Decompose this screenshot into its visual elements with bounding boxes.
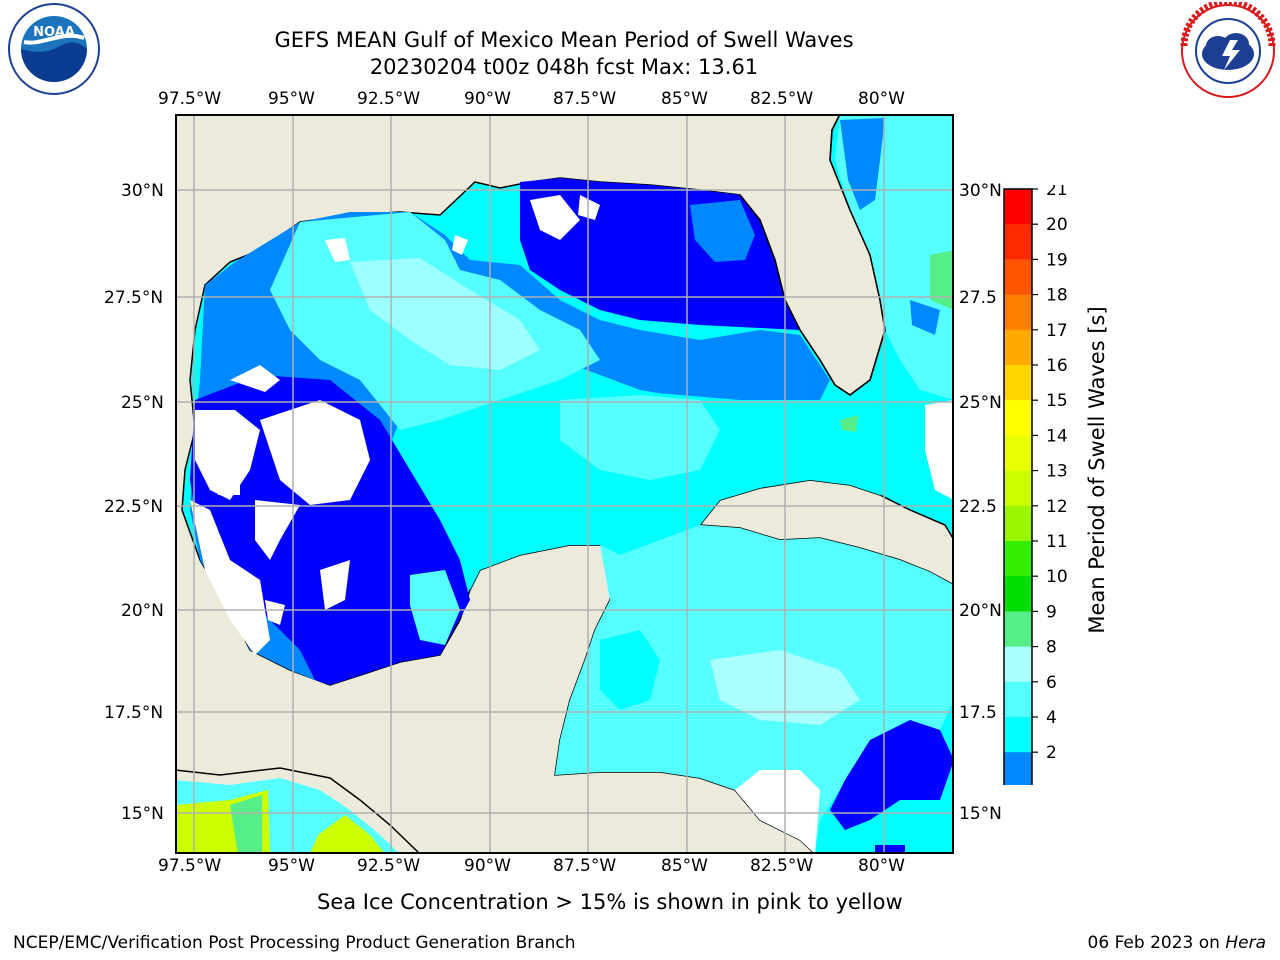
lon-label: 85°W — [661, 856, 708, 876]
footer-date: 06 Feb 2023 on Hera — [1088, 933, 1266, 953]
lon-label: 97.5°W — [158, 856, 222, 876]
colorbar-tick-label: 10 — [1046, 567, 1068, 587]
colorbar-tick-label: 16 — [1046, 356, 1068, 376]
colorbar-box — [1004, 576, 1032, 612]
colorbar-tick-label: 11 — [1046, 532, 1068, 552]
colorbar-box — [1004, 470, 1032, 507]
lon-label: 87.5°W — [553, 856, 617, 876]
lon-label: 85°W — [661, 89, 708, 109]
colorbar-box — [1004, 365, 1032, 401]
lat-label: 22.5°N — [104, 497, 164, 517]
nws-logo — [1180, 2, 1276, 98]
colorbar-tick-label: 18 — [1046, 286, 1068, 306]
lat-label: 22.5 — [959, 497, 997, 517]
colorbar-tick-label: 13 — [1046, 462, 1068, 482]
lon-label: 82.5°W — [750, 856, 814, 876]
colorbar-label: Mean Period of Swell Waves [s] — [1085, 306, 1109, 634]
colorbar-tick-label: 2 — [1046, 743, 1057, 763]
lat-label: 27.5 — [959, 288, 997, 308]
colorbar-box — [1004, 189, 1032, 225]
lat-label: 30°N — [959, 181, 1002, 201]
colorbar-tick-label: 20 — [1046, 215, 1068, 235]
footer-host: Hera — [1225, 933, 1266, 953]
colorbar-box — [1004, 611, 1032, 648]
lat-label: 30°N — [121, 181, 164, 201]
colorbar-ticks: 21 20 19 18 17 16 15 14 13 12 11 10 9 8 6 4 2 — [1032, 185, 1068, 763]
map-frame — [175, 114, 954, 854]
gridlines — [175, 114, 954, 854]
lon-label: 95°W — [268, 856, 315, 876]
colorbar-box — [1004, 294, 1032, 331]
colorbar-tick-label: 4 — [1046, 708, 1057, 728]
swell-yellow-green-south — [310, 815, 385, 854]
colorbar-tick-label: 17 — [1046, 321, 1068, 341]
lon-label: 90°W — [464, 89, 511, 109]
colorbar-tick-label: 6 — [1046, 673, 1057, 693]
florida-coastline — [739, 114, 886, 396]
lat-label: 20°N — [121, 601, 164, 621]
chart-title: GEFS MEAN Gulf of Mexico Mean Period of … — [274, 28, 854, 52]
colorbar-box — [1004, 646, 1032, 683]
colorbar-tick-label: 12 — [1046, 497, 1068, 517]
colorbar-box — [1004, 435, 1032, 472]
noaa-logo: NOAA — [8, 3, 100, 95]
colorbar-box — [1004, 681, 1032, 718]
lon-label: 90°W — [464, 856, 511, 876]
lat-label: 15°N — [959, 804, 1002, 824]
colorbar-box — [1004, 259, 1032, 296]
lon-label: 92.5°W — [357, 856, 421, 876]
footer-date-text: 06 Feb 2023 on — [1087, 933, 1226, 953]
colorbar-box — [1004, 505, 1032, 542]
swell-green-west — [230, 795, 262, 854]
colorbar-box — [1004, 224, 1032, 260]
swell-field-gulf — [190, 114, 954, 854]
lat-label: 17.5°N — [104, 703, 164, 723]
colorbar-box — [1004, 752, 1032, 785]
noaa-logo-text: NOAA — [33, 25, 75, 40]
colorbar-tick-label: 14 — [1046, 426, 1068, 446]
lon-label: 80°W — [858, 89, 905, 109]
lon-label: 95°W — [268, 89, 315, 109]
lat-label: 25°N — [121, 393, 164, 413]
lon-label: 87.5°W — [553, 89, 617, 109]
colorbar-tick-label: 21 — [1046, 185, 1068, 200]
lon-label: 80°W — [858, 856, 905, 876]
colorbar: 21 20 19 18 17 16 15 14 13 12 11 10 9 8 6 4 2 — [1003, 185, 1068, 785]
colorbar-box — [1004, 541, 1032, 577]
colorbar-frame — [1003, 188, 1033, 785]
lat-label: 15°N — [121, 804, 164, 824]
colorbar-tick-label: 9 — [1046, 602, 1057, 622]
colorbar-tick-label: 8 — [1046, 638, 1057, 658]
colorbar-box — [1004, 400, 1032, 436]
colorbar-tick-label: 19 — [1046, 250, 1068, 270]
lon-label: 82.5°W — [750, 89, 814, 109]
footer-credit: NCEP/EMC/Verification Post Processing Pr… — [13, 933, 576, 953]
lat-label: 27.5°N — [104, 288, 164, 308]
sea-ice-note: Sea Ice Concentration > 15% is shown in … — [317, 890, 903, 914]
lat-label: 20°N — [959, 601, 1002, 621]
lon-label: 92.5°W — [357, 89, 421, 109]
map-panel — [175, 114, 954, 854]
colorbar-box — [1004, 329, 1032, 366]
lat-label: 17.5 — [959, 703, 997, 723]
colorbar-tick-label: 15 — [1046, 391, 1068, 411]
chart-subtitle: 20230204 t00z 048h fcst Max: 13.61 — [369, 55, 759, 79]
lat-label: 25°N — [959, 393, 1002, 413]
colorbar-box — [1004, 717, 1032, 753]
lon-label: 97.5°W — [158, 89, 222, 109]
colorbar-boxes — [1003, 188, 1033, 785]
